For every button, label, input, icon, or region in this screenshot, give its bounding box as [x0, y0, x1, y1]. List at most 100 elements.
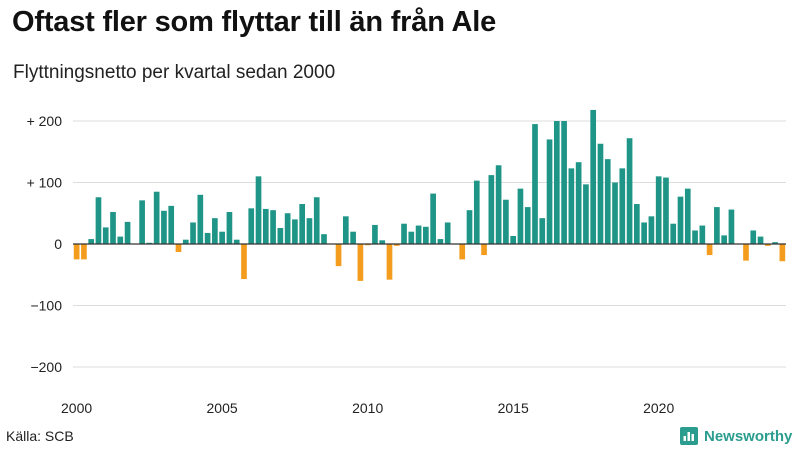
bar	[284, 213, 291, 244]
bar	[415, 225, 422, 244]
bar	[204, 232, 211, 244]
x-axis-labels: 2000 2005 2010 2015 2020	[61, 400, 674, 416]
bar	[561, 121, 567, 244]
bar	[583, 184, 589, 244]
bar	[321, 234, 327, 244]
bar	[306, 218, 313, 244]
bar	[335, 244, 342, 267]
bar	[379, 240, 386, 244]
bar	[503, 199, 509, 244]
bar	[553, 121, 560, 244]
bar	[612, 182, 618, 244]
bar	[233, 239, 240, 244]
bar	[684, 188, 691, 244]
bar	[124, 221, 131, 244]
bar	[757, 236, 764, 244]
bar	[88, 239, 95, 244]
bar	[175, 244, 182, 252]
bar	[437, 239, 444, 244]
y-tick-label: 0	[54, 236, 62, 252]
bar	[459, 244, 466, 260]
bar	[357, 244, 364, 281]
bar	[350, 231, 356, 244]
bar	[430, 193, 436, 244]
bar	[641, 222, 647, 244]
bar	[481, 244, 487, 256]
bar	[495, 165, 502, 244]
bar	[510, 236, 516, 244]
bar	[466, 210, 473, 244]
bar	[604, 159, 611, 244]
bar	[655, 176, 662, 244]
bar	[772, 242, 778, 244]
chart-title: Oftast fler som flyttar till än från Ale	[12, 6, 497, 38]
bar	[626, 138, 633, 244]
bar	[517, 188, 524, 244]
bar	[262, 208, 269, 244]
bar	[95, 197, 102, 244]
bar	[401, 223, 407, 244]
bar	[292, 219, 298, 244]
bar	[168, 205, 175, 244]
bar	[539, 218, 546, 244]
y-tick-label: + 200	[27, 113, 63, 129]
bar	[372, 224, 378, 244]
brand-logo: Newsworthy	[680, 426, 792, 446]
bar	[619, 168, 626, 244]
bar	[532, 124, 538, 244]
x-tick-label: 2005	[207, 400, 238, 416]
bar	[743, 244, 749, 261]
bar	[444, 222, 451, 244]
bar	[197, 194, 204, 244]
bar	[648, 216, 655, 244]
bar	[706, 244, 713, 256]
bar	[750, 230, 757, 244]
bar	[277, 228, 284, 244]
bar	[139, 200, 145, 244]
x-tick-label: 2000	[61, 400, 92, 416]
bar	[568, 168, 575, 244]
y-tick-label: + 100	[27, 175, 63, 191]
bar	[342, 216, 349, 244]
bar	[226, 212, 233, 244]
x-tick-label: 2015	[498, 400, 529, 416]
bar	[212, 218, 218, 244]
bar	[423, 226, 429, 244]
bar	[313, 197, 320, 244]
bar	[663, 177, 669, 244]
bar	[714, 207, 720, 244]
bar	[728, 209, 735, 244]
bars	[73, 109, 786, 281]
bar	[386, 244, 393, 280]
bar	[692, 230, 698, 244]
bar	[73, 244, 80, 260]
bar	[153, 191, 160, 244]
newsworthy-logo-icon	[680, 427, 698, 445]
bar	[219, 231, 225, 244]
x-tick-label: 2010	[352, 400, 383, 416]
chart-subtitle: Flyttningsnetto per kvartal sedan 2000	[13, 62, 336, 83]
bar	[299, 204, 306, 244]
source-note: Källa: SCB	[6, 428, 74, 444]
bar	[270, 210, 276, 244]
bar	[408, 231, 415, 244]
y-axis-labels: + 200 + 100 0 −100 −200	[27, 113, 63, 375]
bar	[241, 244, 247, 280]
bar	[634, 204, 640, 244]
bar	[81, 244, 87, 260]
bar	[677, 196, 684, 244]
bar	[779, 244, 786, 262]
x-tick-label: 2020	[643, 400, 674, 416]
bar	[575, 162, 582, 244]
bar	[524, 207, 531, 244]
bar	[182, 239, 189, 244]
bar	[764, 244, 771, 246]
brand-name: Newsworthy	[704, 427, 793, 445]
bar	[190, 222, 196, 244]
bar	[597, 143, 604, 244]
y-tick-label: −100	[30, 298, 62, 314]
bar	[255, 176, 262, 244]
bar	[248, 208, 255, 244]
bar	[161, 210, 167, 244]
